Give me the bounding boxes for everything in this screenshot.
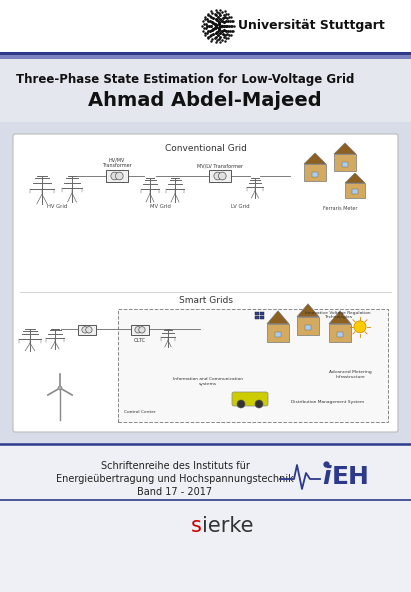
Polygon shape xyxy=(345,173,365,183)
Bar xyxy=(305,326,311,330)
Circle shape xyxy=(82,327,88,333)
Bar xyxy=(78,325,96,335)
Bar xyxy=(209,170,231,182)
Circle shape xyxy=(255,400,263,408)
Text: Control Center: Control Center xyxy=(124,410,156,414)
Text: Advanced Metering
Infrastructure: Advanced Metering Infrastructure xyxy=(329,370,372,379)
Text: Universität Stuttgart: Universität Stuttgart xyxy=(238,20,385,33)
Bar xyxy=(345,183,365,198)
Circle shape xyxy=(111,172,118,180)
Bar xyxy=(0,59,411,122)
Bar xyxy=(260,312,264,315)
Bar xyxy=(352,189,358,194)
Bar xyxy=(0,55,411,59)
Bar xyxy=(131,325,149,335)
Text: s: s xyxy=(191,516,202,536)
Bar xyxy=(297,317,319,335)
Bar xyxy=(312,172,318,177)
Bar xyxy=(334,154,356,171)
Bar xyxy=(275,332,281,337)
Text: Energieübertragung und Hochspannungstechnik: Energieübertragung und Hochspannungstech… xyxy=(56,474,294,484)
Text: Conventional Grid: Conventional Grid xyxy=(164,144,247,153)
Text: EH: EH xyxy=(332,465,370,489)
Text: i: i xyxy=(322,465,330,489)
Bar xyxy=(118,309,388,422)
Bar xyxy=(0,52,411,55)
Text: MV/LV Transformer: MV/LV Transformer xyxy=(197,163,243,168)
Bar xyxy=(255,312,259,315)
Text: Distribution Management System: Distribution Management System xyxy=(291,400,365,404)
Polygon shape xyxy=(297,304,319,317)
Bar xyxy=(0,0,411,52)
Text: Information and Communication
systems: Information and Communication systems xyxy=(173,377,243,385)
Text: Band 17 - 2017: Band 17 - 2017 xyxy=(137,487,212,497)
Bar xyxy=(337,332,343,337)
Text: Innovative Voltage Regulation
Technologies: Innovative Voltage Regulation Technologi… xyxy=(305,311,371,320)
Text: Ahmad Abdel-Majeed: Ahmad Abdel-Majeed xyxy=(88,91,322,110)
Text: LV Grid: LV Grid xyxy=(231,204,249,209)
Text: OLTC: OLTC xyxy=(134,338,146,343)
Bar xyxy=(329,324,351,342)
Circle shape xyxy=(135,327,141,333)
Bar xyxy=(255,316,259,319)
Polygon shape xyxy=(304,153,326,164)
Text: HV Grid: HV Grid xyxy=(47,204,67,209)
Text: Smart Grids: Smart Grids xyxy=(178,296,233,305)
Text: HV/MV
Transformer: HV/MV Transformer xyxy=(102,157,132,168)
Text: Schriftenreihe des Instituts für: Schriftenreihe des Instituts für xyxy=(101,461,249,471)
Circle shape xyxy=(219,172,226,180)
Bar xyxy=(260,316,264,319)
Circle shape xyxy=(58,386,62,390)
Polygon shape xyxy=(267,311,289,324)
Bar xyxy=(267,324,289,342)
Text: MV Grid: MV Grid xyxy=(150,204,171,209)
Circle shape xyxy=(115,172,123,180)
Bar xyxy=(0,122,411,444)
Text: ierke: ierke xyxy=(202,516,254,536)
FancyBboxPatch shape xyxy=(232,392,268,406)
Circle shape xyxy=(237,400,245,408)
Circle shape xyxy=(214,172,222,180)
Text: Ferraris Meter: Ferraris Meter xyxy=(323,206,357,211)
Bar xyxy=(106,170,128,182)
Polygon shape xyxy=(329,311,351,324)
Circle shape xyxy=(86,327,92,333)
Circle shape xyxy=(139,327,145,333)
Bar xyxy=(342,162,348,167)
Bar xyxy=(304,164,326,181)
Polygon shape xyxy=(334,143,356,154)
Text: Three-Phase State Estimation for Low-Voltage Grid: Three-Phase State Estimation for Low-Vol… xyxy=(16,73,354,86)
Circle shape xyxy=(354,321,366,333)
FancyBboxPatch shape xyxy=(13,134,398,432)
